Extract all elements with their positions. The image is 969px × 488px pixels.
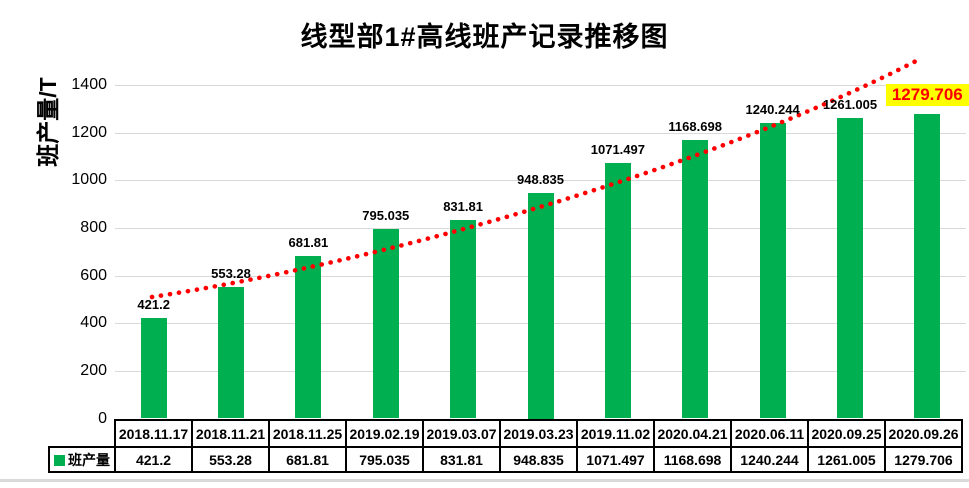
bar (604, 163, 631, 419)
table-corner-cell (49, 420, 115, 447)
value-cell: 421.2 (114, 446, 193, 473)
bar (450, 220, 477, 419)
value-cell: 1261.005 (807, 446, 886, 473)
bar-data-label: 795.035 (362, 208, 410, 224)
date-header-cell: 2018.11.21 (191, 419, 270, 448)
bar (759, 123, 786, 419)
bar-data-label: 1279.706 (867, 83, 969, 106)
date-header-cell: 2020.09.26 (884, 419, 963, 448)
bar-data-label: 1168.698 (668, 119, 722, 135)
date-header-cell: 2019.03.07 (422, 419, 501, 448)
bar (218, 286, 244, 419)
bar (140, 318, 167, 419)
bottom-divider (0, 479, 969, 482)
value-cell: 831.81 (422, 446, 501, 473)
y-tick-label: 0 (98, 409, 107, 427)
legend-cell: 班产量 (48, 446, 116, 473)
highlighted-value: 1279.706 (885, 83, 969, 106)
y-tick-label: 1400 (71, 76, 107, 93)
value-cell: 1071.497 (576, 446, 655, 473)
bar (837, 118, 863, 419)
value-cell: 795.035 (345, 446, 424, 473)
value-cell: 1279.706 (884, 446, 963, 473)
gridline (115, 85, 966, 86)
bar (914, 113, 941, 419)
bar-data-label: 681.81 (288, 235, 329, 251)
date-header-cell: 2019.02.19 (345, 419, 424, 448)
bar (527, 192, 554, 419)
legend-label: 班产量 (68, 451, 110, 468)
chart-title: 线型部1#高线班产记录推移图 (300, 22, 669, 52)
bar-data-label: 948.835 (517, 171, 564, 187)
legend-swatch-icon (54, 454, 65, 466)
date-header-cell: 2018.11.17 (114, 419, 193, 448)
date-header-cell: 2020.09.25 (807, 419, 886, 448)
y-tick-label: 200 (80, 361, 107, 379)
bar-data-label: 831.81 (443, 199, 483, 215)
data-table: 2018.11.17 2018.11.21 2018.11.25 2019.02.19… (48, 419, 963, 473)
value-cell: 1168.698 (653, 446, 732, 473)
bar (682, 140, 709, 419)
bar-data-label: 1261.005 (822, 97, 878, 113)
bar (372, 229, 399, 419)
date-header-cell: 2018.11.25 (268, 419, 347, 448)
bar-data-label: 553.28 (211, 265, 251, 281)
y-tick-label: 400 (80, 314, 107, 332)
bar-data-label: 421.2 (137, 297, 170, 313)
y-tick-label: 1000 (71, 171, 107, 189)
value-cell: 1240.244 (730, 446, 809, 473)
value-cell: 948.835 (499, 446, 578, 473)
value-cell: 681.81 (268, 446, 347, 473)
y-tick-label: 800 (80, 218, 107, 236)
date-header-cell: 2020.06.11 (730, 419, 809, 448)
y-tick-label: 1200 (71, 123, 107, 141)
date-header-cell: 2020.04.21 (653, 419, 732, 448)
date-header-cell: 2019.11.02 (576, 419, 655, 448)
bar (295, 256, 322, 419)
value-cell: 553.28 (191, 446, 270, 473)
bar-data-label: 1071.497 (590, 142, 645, 158)
bar-data-label: 1240.244 (745, 102, 800, 118)
date-header-cell: 2019.03.23 (499, 419, 578, 448)
y-tick-label: 600 (80, 266, 107, 284)
